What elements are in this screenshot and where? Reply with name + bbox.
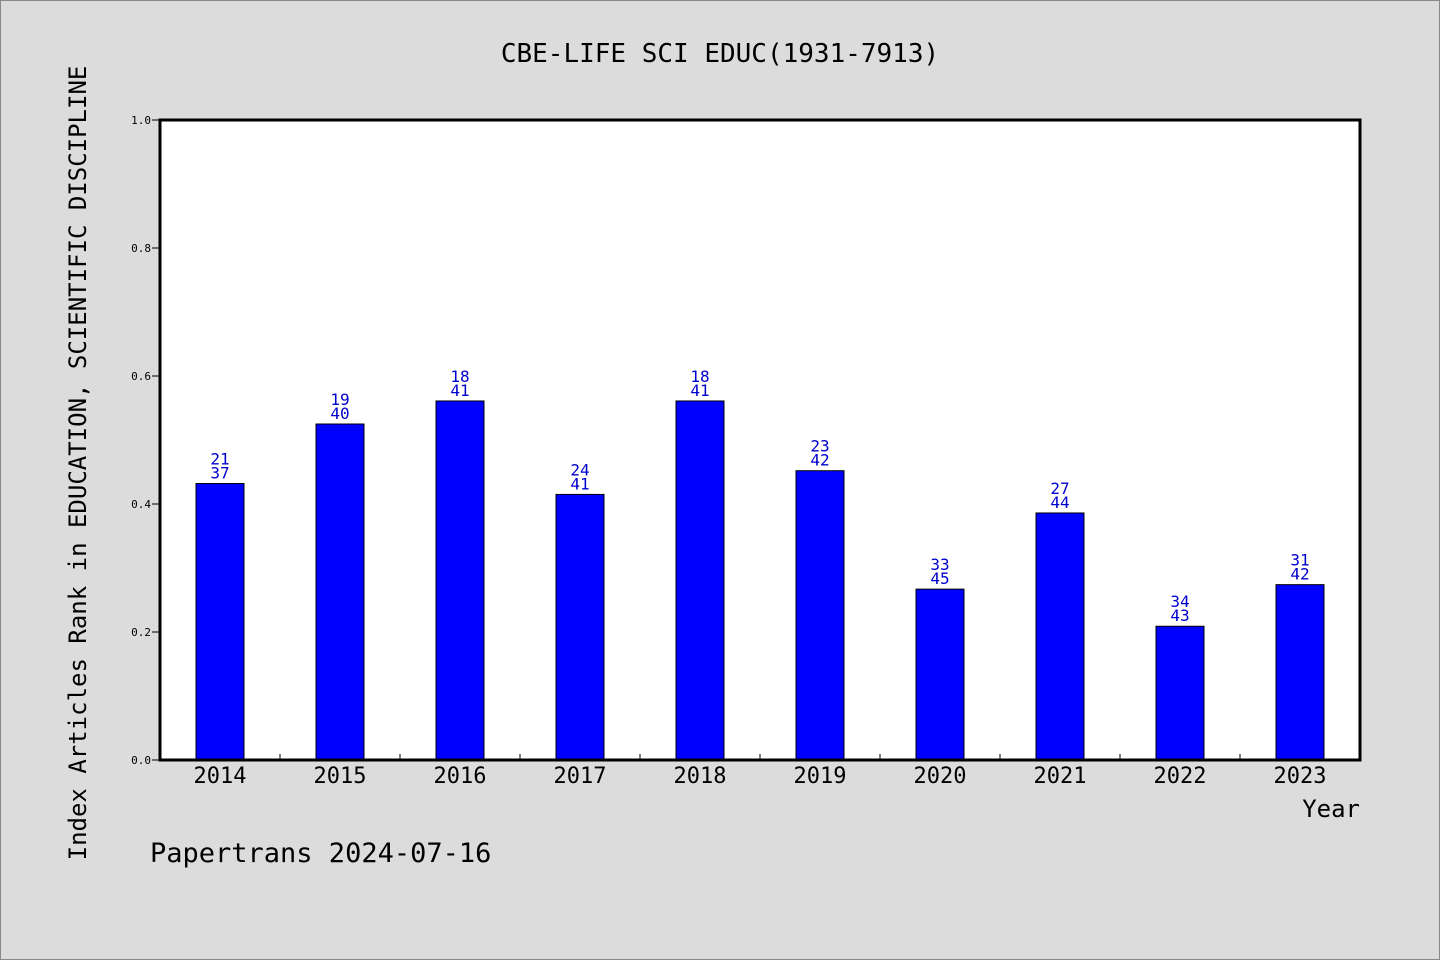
- bar-2019: [795, 470, 845, 761]
- bar-2020: [915, 588, 965, 761]
- bar-rank-label: 31: [1290, 551, 1309, 570]
- y-tick-label: 0.0: [131, 754, 151, 767]
- bar-total-label: 42: [810, 451, 829, 470]
- bar-2017: [555, 493, 605, 761]
- bar-total-label: 44: [1050, 493, 1069, 512]
- y-tick-label: 0.6: [131, 370, 151, 383]
- y-tick-label: 0.8: [131, 242, 151, 255]
- bar-total-label: 42: [1290, 565, 1309, 584]
- y-axis-label: Index Articles Rank in EDUCATION, SCIENT…: [64, 66, 92, 861]
- bar-2014: [195, 483, 245, 761]
- x-tick-label: 2020: [914, 764, 967, 789]
- bar-total-label: 41: [570, 474, 589, 493]
- y-tick-label: 0.4: [131, 498, 151, 511]
- bar-rank-label: 18: [690, 367, 709, 386]
- bar-rank-label: 23: [810, 437, 829, 456]
- x-tick-label: 2016: [434, 764, 487, 789]
- bars-group: [195, 400, 1325, 761]
- x-tick-label: 2021: [1034, 764, 1087, 789]
- bar-total-label: 45: [930, 569, 949, 588]
- x-tick-label: 2018: [674, 764, 727, 789]
- bar-rank-label: 24: [570, 460, 589, 479]
- y-tick-label: 0.2: [131, 626, 151, 639]
- bar-rank-label: 34: [1170, 592, 1189, 611]
- x-tick-label: 2019: [794, 764, 847, 789]
- y-tick-label: 1.0: [131, 114, 151, 127]
- bar-total-label: 37: [210, 464, 229, 483]
- bar-rank-label: 27: [1050, 479, 1069, 498]
- bar-2022: [1155, 625, 1205, 761]
- plot-border: [158, 118, 1362, 762]
- x-tick-label: 2023: [1274, 764, 1327, 789]
- bar-total-label: 40: [330, 404, 349, 423]
- bar-total-label: 41: [450, 381, 469, 400]
- bar-rank-label: 21: [210, 450, 229, 469]
- footer-text: Papertrans 2024-07-16: [150, 838, 491, 869]
- x-axis-label: Year: [1302, 795, 1360, 823]
- x-tick-label: 2014: [194, 764, 247, 789]
- bar-2021: [1035, 512, 1085, 761]
- bar-rank-label: 33: [930, 555, 949, 574]
- chart-title: CBE-LIFE SCI EDUC(1931-7913): [501, 39, 939, 69]
- y-ticks-group: 0.0 0.2 0.4 0.6 0.8 1.0: [131, 114, 160, 767]
- x-tick-label: 2015: [314, 764, 367, 789]
- bar-total-label: 41: [690, 381, 709, 400]
- bar-2018: [675, 400, 725, 761]
- x-ticks-group: 2014 2015 2016 2017 2018 2019 2020 2021 2022 2023: [194, 754, 1327, 789]
- x-tick-label: 2022: [1154, 764, 1207, 789]
- x-tick-label: 2017: [554, 764, 607, 789]
- bar-total-label: 43: [1170, 606, 1189, 625]
- bar-rank-label: 19: [330, 390, 349, 409]
- bar-2016: [435, 400, 485, 761]
- bar-rank-label: 18: [450, 367, 469, 386]
- bar-2023: [1275, 584, 1325, 761]
- bar-2015: [315, 423, 365, 761]
